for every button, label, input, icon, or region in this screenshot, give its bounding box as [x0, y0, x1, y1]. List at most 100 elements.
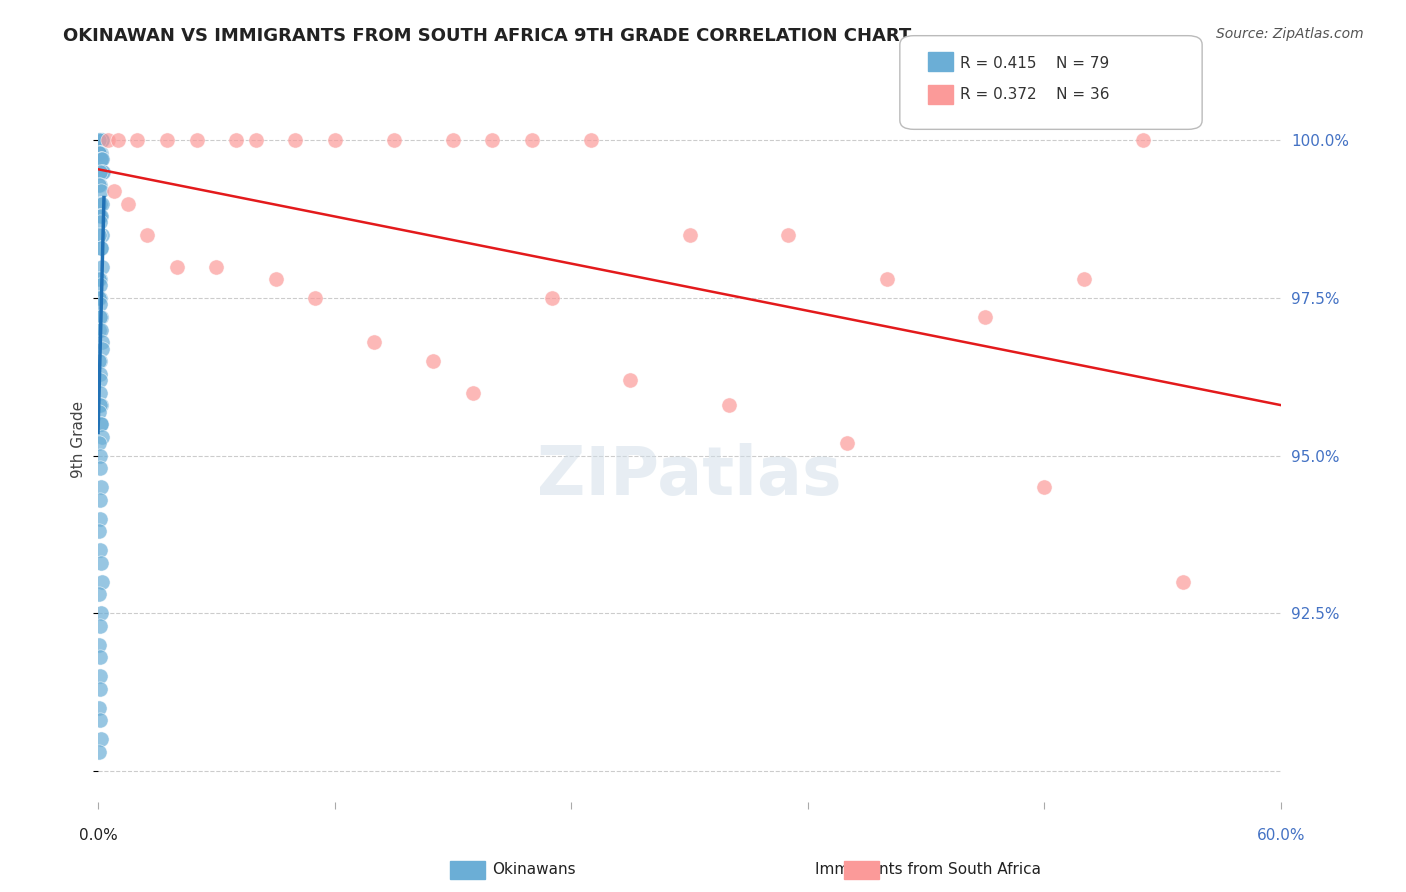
Text: R = 0.415    N = 79: R = 0.415 N = 79 — [960, 56, 1109, 70]
Point — [89, 714, 111, 728]
Point — [363, 335, 385, 350]
Point — [90, 153, 112, 167]
Point — [90, 196, 112, 211]
Text: Immigrants from South Africa: Immigrants from South Africa — [815, 863, 1040, 877]
Point — [117, 196, 139, 211]
Point — [89, 209, 111, 223]
Point — [619, 373, 641, 387]
Point — [97, 133, 120, 147]
Point — [323, 133, 346, 147]
Point — [89, 681, 111, 696]
Point — [382, 133, 405, 147]
Point — [89, 354, 111, 368]
Point — [1132, 133, 1154, 147]
Point — [90, 153, 112, 167]
Point — [87, 272, 110, 286]
Point — [90, 480, 112, 494]
Point — [90, 323, 112, 337]
Point — [540, 291, 562, 305]
Point — [89, 196, 111, 211]
Point — [89, 291, 111, 305]
Point — [90, 335, 112, 350]
Point — [90, 732, 112, 747]
Point — [441, 133, 464, 147]
Point — [89, 669, 111, 683]
Point — [89, 196, 111, 211]
Text: 60.0%: 60.0% — [1257, 828, 1305, 843]
Point — [89, 404, 111, 418]
Point — [89, 272, 111, 286]
Point — [89, 323, 111, 337]
Point — [127, 133, 149, 147]
Point — [90, 133, 112, 147]
Point — [205, 260, 228, 274]
Point — [156, 133, 179, 147]
Point — [90, 398, 112, 412]
Point — [87, 178, 110, 192]
Point — [974, 310, 997, 324]
Point — [89, 178, 111, 192]
Point — [89, 133, 111, 147]
Point — [778, 228, 800, 243]
Point — [89, 354, 111, 368]
Point — [89, 146, 111, 161]
Point — [264, 272, 287, 286]
Point — [461, 385, 484, 400]
Point — [89, 449, 111, 463]
Point — [89, 385, 111, 400]
Point — [89, 133, 111, 147]
Point — [89, 133, 111, 147]
Point — [89, 133, 111, 147]
Point — [89, 461, 111, 475]
Point — [90, 556, 112, 570]
Point — [87, 638, 110, 652]
Point — [89, 373, 111, 387]
Point — [103, 184, 125, 198]
Point — [90, 133, 112, 147]
Text: OKINAWAN VS IMMIGRANTS FROM SOUTH AFRICA 9TH GRADE CORRELATION CHART: OKINAWAN VS IMMIGRANTS FROM SOUTH AFRICA… — [63, 27, 911, 45]
Point — [284, 133, 307, 147]
Point — [717, 398, 740, 412]
Point — [579, 133, 602, 147]
Point — [90, 310, 112, 324]
Text: ZIPatlas: ZIPatlas — [537, 443, 842, 509]
Point — [89, 133, 111, 147]
Point — [89, 512, 111, 526]
Point — [89, 619, 111, 633]
Point — [89, 701, 111, 715]
Point — [1073, 272, 1095, 286]
Y-axis label: 9th Grade: 9th Grade — [72, 401, 86, 478]
Point — [876, 272, 898, 286]
Point — [91, 165, 114, 179]
Point — [89, 524, 111, 539]
Point — [89, 291, 111, 305]
Point — [89, 146, 111, 161]
Point — [89, 650, 111, 665]
Point — [91, 165, 114, 179]
Point — [91, 133, 114, 147]
Point — [90, 241, 112, 255]
Point — [186, 133, 208, 147]
Point — [91, 133, 114, 147]
Point — [422, 354, 444, 368]
Point — [107, 133, 129, 147]
Point — [304, 291, 326, 305]
Point — [166, 260, 188, 274]
Point — [520, 133, 543, 147]
Point — [89, 297, 111, 311]
Point — [90, 417, 112, 432]
Point — [89, 310, 111, 324]
Text: Okinawans: Okinawans — [492, 863, 576, 877]
Point — [1033, 480, 1056, 494]
Point — [225, 133, 247, 147]
Point — [1171, 574, 1194, 589]
Point — [90, 417, 112, 432]
Point — [89, 209, 111, 223]
Point — [90, 184, 112, 198]
Text: R = 0.372    N = 36: R = 0.372 N = 36 — [960, 87, 1109, 102]
Text: 0.0%: 0.0% — [79, 828, 118, 843]
Point — [91, 342, 114, 356]
Point — [481, 133, 503, 147]
Point — [89, 228, 111, 243]
Point — [89, 745, 111, 759]
